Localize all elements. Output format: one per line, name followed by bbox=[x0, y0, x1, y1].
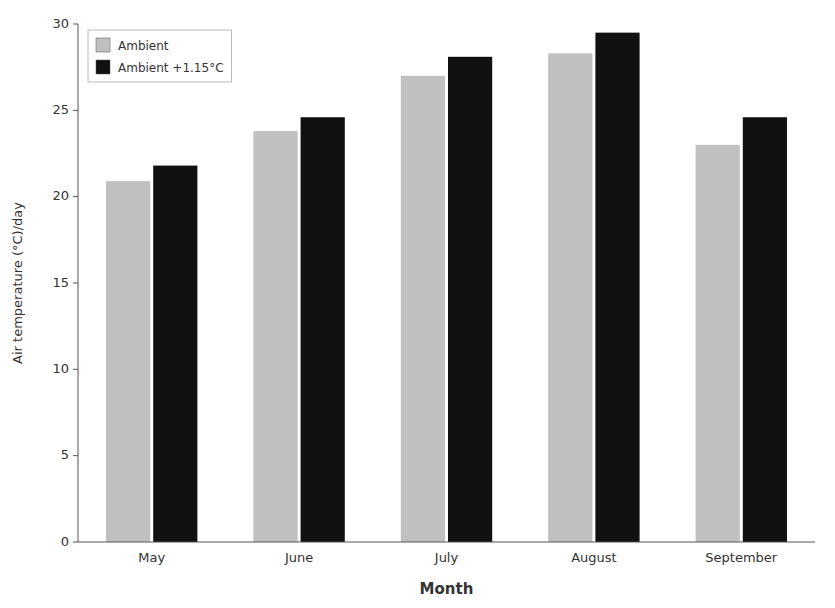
y-tick-label: 5 bbox=[61, 447, 69, 462]
bar bbox=[153, 166, 197, 542]
legend: Ambient Ambient +1.15°C bbox=[88, 30, 232, 82]
x-axis-line bbox=[78, 542, 815, 543]
y-tick-label: 0 bbox=[61, 534, 69, 549]
y-tick bbox=[73, 455, 78, 456]
y-tick bbox=[73, 542, 78, 543]
chart: 0 5 10 15 20 25 30 May June July August September Mo… bbox=[0, 0, 835, 608]
bar bbox=[106, 181, 150, 542]
x-tick-label: September bbox=[705, 550, 778, 565]
legend-box bbox=[88, 30, 232, 82]
y-tick-label: 25 bbox=[52, 102, 69, 117]
x-tick-label: May bbox=[138, 550, 165, 565]
legend-swatch bbox=[96, 60, 110, 74]
bar bbox=[301, 117, 345, 542]
x-tick-label: June bbox=[284, 550, 313, 565]
bar bbox=[253, 131, 297, 542]
x-axis-label: Month bbox=[420, 580, 474, 598]
legend-swatch bbox=[96, 38, 110, 52]
y-tick bbox=[73, 196, 78, 197]
bar bbox=[401, 76, 445, 542]
bar bbox=[448, 57, 492, 542]
legend-label: Ambient +1.15°C bbox=[118, 61, 224, 75]
y-tick bbox=[73, 24, 78, 25]
x-tick-label: July bbox=[434, 550, 459, 565]
y-tick-label: 20 bbox=[52, 188, 69, 203]
y-tick bbox=[73, 110, 78, 111]
y-tick bbox=[73, 369, 78, 370]
x-tick-label: August bbox=[571, 550, 617, 565]
y-tick bbox=[73, 283, 78, 284]
y-tick-label: 15 bbox=[52, 275, 69, 290]
bar bbox=[743, 117, 787, 542]
bar bbox=[595, 33, 639, 542]
y-tick-label: 10 bbox=[52, 361, 69, 376]
y-tick-label: 30 bbox=[52, 16, 69, 31]
legend-label: Ambient bbox=[118, 39, 169, 53]
chart-container: 0 5 10 15 20 25 30 May June July August September Mo… bbox=[0, 0, 835, 608]
y-axis-label: Air temperature (°C)/day bbox=[10, 202, 25, 364]
bar bbox=[548, 53, 592, 542]
bars bbox=[106, 33, 787, 542]
bar bbox=[696, 145, 740, 542]
